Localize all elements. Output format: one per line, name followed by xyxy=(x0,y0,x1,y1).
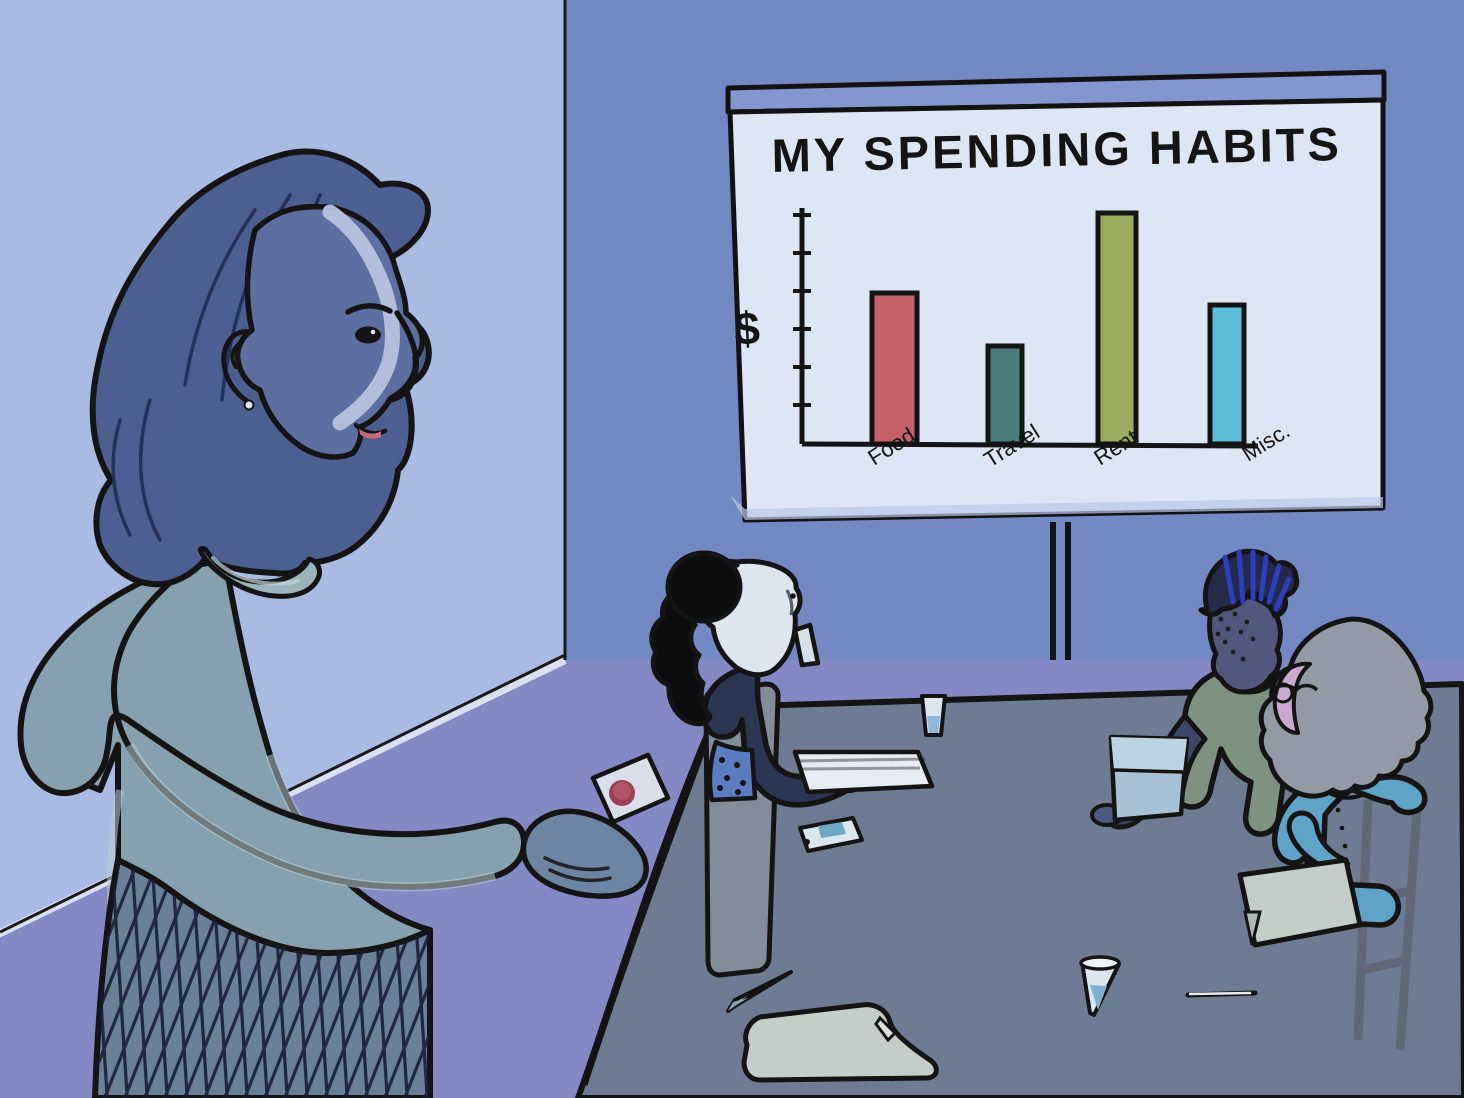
svg-text:$: $ xyxy=(733,302,761,355)
